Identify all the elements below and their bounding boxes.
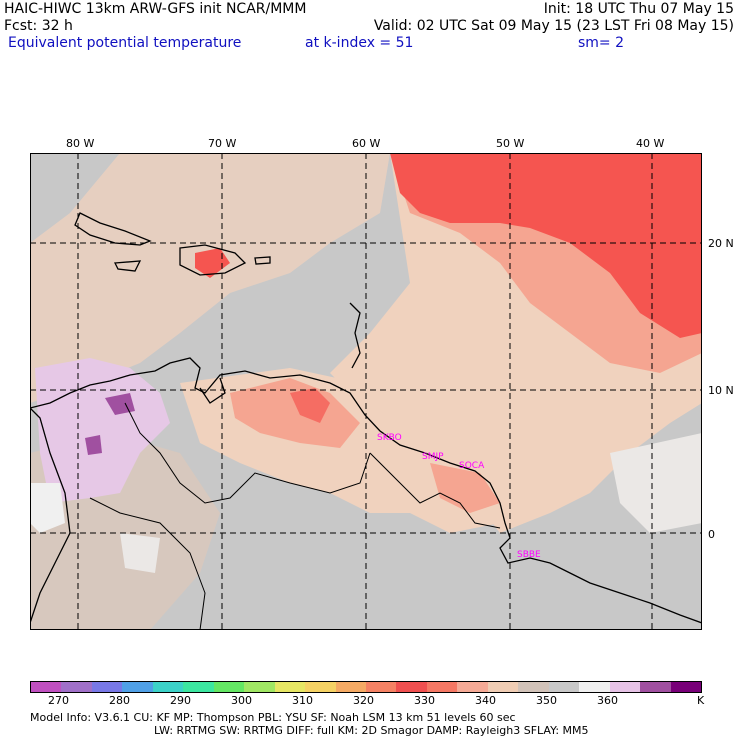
colorbar-swatch: [396, 682, 427, 692]
map-frame: [30, 153, 702, 630]
colorbar-tick: 300: [231, 694, 252, 707]
colorbar-swatch: [183, 682, 214, 692]
station-label-soca: SOCA: [459, 461, 485, 471]
colorbar-tick: 280: [109, 694, 130, 707]
colorbar-tick: 360: [597, 694, 618, 707]
red-area-venezuela: [290, 388, 330, 423]
map-panel: SKBO SMJP SOCA SBBE: [29, 153, 703, 631]
red-area-atlantic: [390, 153, 702, 338]
colorbar-swatch: [579, 682, 610, 692]
colorbar-swatch: [91, 682, 123, 692]
colorbar-tick: 350: [536, 694, 557, 707]
colorbar-swatch: [640, 682, 671, 692]
lat-label-20n: 20 N: [708, 237, 734, 250]
colorbar-swatch: [518, 682, 549, 692]
colorbar-tick: 310: [292, 694, 313, 707]
white-area-east: [610, 433, 702, 533]
colorbar-swatch: [274, 682, 306, 692]
smoothing-info: sm= 2: [578, 35, 625, 51]
station-label-skbo: SKBO: [377, 433, 402, 443]
station-label-sbbe: SBBE: [517, 550, 541, 560]
colorbar-swatch: [213, 682, 245, 692]
graticule: [30, 153, 702, 630]
colorbar-swatch: [548, 682, 580, 692]
colorbar-tick: 320: [353, 694, 374, 707]
colorbar-swatch: [305, 682, 336, 692]
lon-label-70w: 70 W: [208, 137, 237, 150]
colorbar-swatch: [122, 682, 153, 692]
colorbar-tick: 330: [414, 694, 435, 707]
coast-pacific: [29, 407, 71, 624]
colorbar-swatch: [31, 682, 62, 692]
red-area-hispaniola: [195, 248, 230, 278]
colorbar-tick: 290: [170, 694, 191, 707]
colorbar-swatch: [426, 682, 458, 692]
colorbar-tick: 340: [475, 694, 496, 707]
salmon-area-guiana: [430, 463, 500, 513]
borders: [89, 402, 501, 631]
lon-label-60w: 60 W: [352, 137, 381, 150]
lon-label-40w: 40 W: [636, 137, 665, 150]
model-info-line2: LW: RRTMG SW: RRTMG DIFF: full KM: 2D Sm…: [154, 724, 589, 737]
colorbar-unit: K: [697, 694, 705, 707]
lon-label-50w: 50 W: [496, 137, 525, 150]
colorbar-swatch: [61, 682, 92, 692]
lon-label-80w: 80 W: [66, 137, 95, 150]
border-guianas: [369, 452, 501, 529]
level-info: at k-index = 51: [305, 35, 414, 51]
colorbar-swatch: [365, 682, 397, 692]
colorbar-tick: 270: [48, 694, 69, 707]
colorbar-swatch: [609, 682, 641, 692]
colorbar-swatch: [457, 682, 488, 692]
coast-cuba: [74, 212, 152, 246]
coast-lesser-antilles: [349, 302, 361, 369]
coast-hispaniola: [179, 244, 247, 276]
coast-south-america: [29, 357, 703, 624]
colorbar-swatch: [487, 682, 519, 692]
colorbar-swatch: [244, 682, 275, 692]
init-time: Init: 18 UTC Thu 07 May 15: [543, 1, 734, 17]
border-venezuela-brazil: [124, 402, 371, 504]
colorbar-swatch: [335, 682, 366, 692]
theta-e-map: SKBO SMJP SOCA SBBE: [29, 153, 703, 631]
border-colombia-peru: [89, 497, 206, 631]
coast-jamaica: [113, 260, 142, 272]
valid-time: Valid: 02 UTC Sat 09 May 15 (23 LST Fri …: [373, 18, 734, 34]
white-area-south: [120, 533, 160, 573]
lat-label-10n: 10 N: [708, 384, 734, 397]
colorbar-swatch: [152, 682, 184, 692]
white-area-west: [30, 483, 65, 533]
purple-area-south: [85, 435, 102, 455]
coast-puerto-rico: [254, 256, 271, 265]
forecast-hour: Fcst: 32 h: [4, 18, 73, 34]
colorbar: [30, 681, 702, 693]
model-info-line1: Model Info: V3.6.1 CU: KF MP: Thompson P…: [30, 711, 516, 724]
purple-area-north: [105, 393, 135, 415]
lat-label-0: 0: [708, 528, 715, 541]
salmon-area-venezuela: [230, 378, 360, 448]
colorbar-swatch: [670, 682, 701, 692]
model-title: HAIC-HIWC 13km ARW-GFS init NCAR/MMM: [4, 1, 307, 17]
field-name: Equivalent potential temperature: [8, 35, 242, 51]
station-label-smjp: SMJP: [422, 452, 444, 462]
